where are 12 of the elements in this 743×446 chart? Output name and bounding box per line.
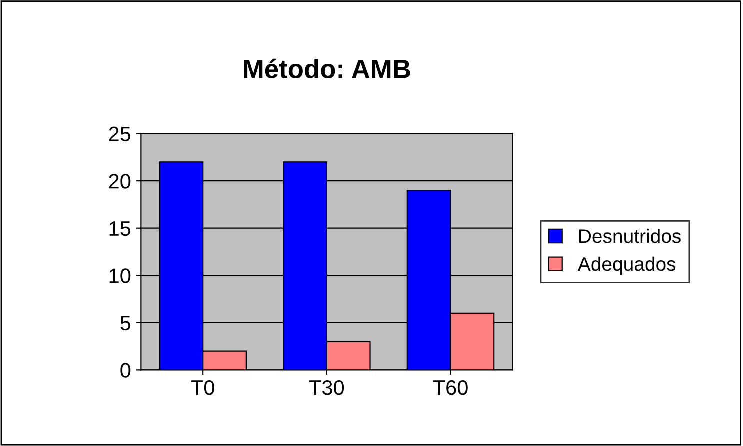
y-tick-label: 15 xyxy=(110,222,131,236)
y-tick-label: 0 xyxy=(120,363,131,378)
legend-label: Desnutridos xyxy=(580,229,681,244)
y-tick-label: 20 xyxy=(109,174,131,189)
chart-title: Método: AMB xyxy=(244,58,410,79)
y-tick-label: 25 xyxy=(109,126,131,142)
x-tick-label: T0 xyxy=(191,380,214,396)
y-tick-label: 5 xyxy=(120,316,131,331)
legend-label: Adequados xyxy=(578,256,676,275)
x-tick-label: T30 xyxy=(309,380,344,396)
x-tick-label: T60 xyxy=(433,380,468,396)
y-tick-label: 10 xyxy=(110,268,131,284)
